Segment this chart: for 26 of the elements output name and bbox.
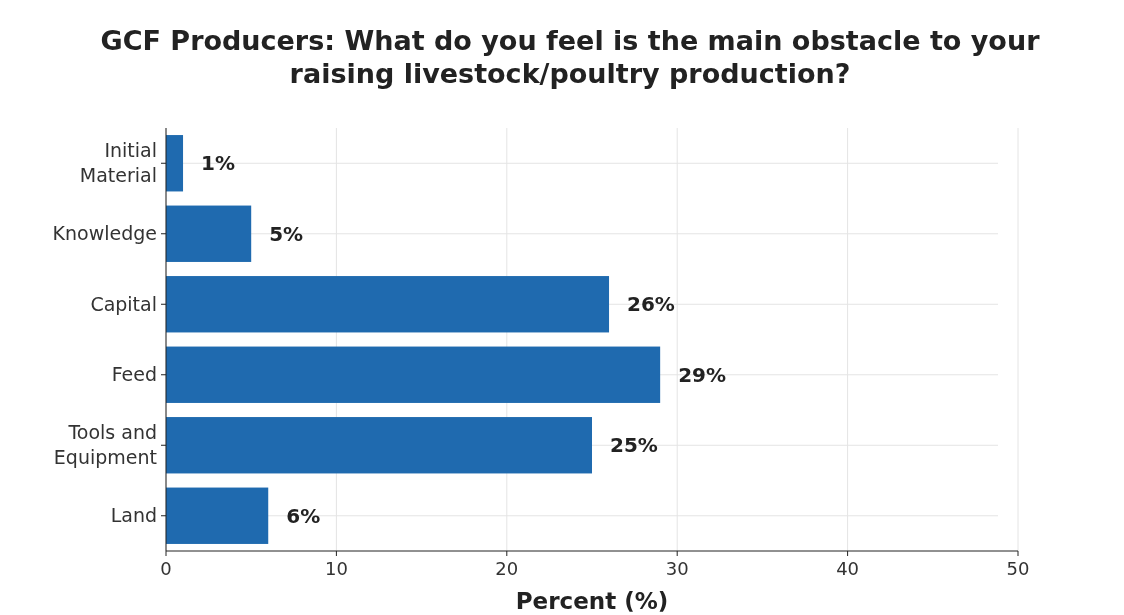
chart-title: GCF Producers: What do you feel is the main obstacle to your raising livestock/poultry production? [100, 25, 1041, 89]
data-label: 5% [269, 221, 304, 246]
data-label: 1% [201, 151, 236, 176]
x-tick-label: 50 [1006, 558, 1030, 579]
data-label: 26% [627, 292, 675, 317]
y-tick-label: Initial Material [79, 139, 157, 187]
bar [166, 135, 184, 192]
bar [166, 276, 610, 333]
y-tick-label: Capital [90, 292, 157, 315]
x-tick-label: 30 [665, 558, 689, 579]
x-tick-label: 10 [324, 558, 348, 579]
bar [166, 487, 269, 544]
x-tick-label: 40 [836, 558, 860, 579]
y-tick-label: Feed [111, 363, 157, 386]
data-label: 29% [678, 362, 727, 387]
data-label: 6% [286, 503, 321, 528]
bar [166, 346, 661, 403]
bar [166, 205, 252, 262]
data-label: 25% [610, 433, 658, 458]
x-tick-label: 0 [160, 558, 172, 579]
x-axis-title: Percent (%) [515, 588, 669, 614]
x-tick-label: 20 [495, 558, 519, 579]
y-tick-label: Land [110, 504, 157, 527]
y-tick-label: Tools and Equipment [53, 421, 157, 469]
y-tick-label: Knowledge [52, 222, 157, 245]
bar [166, 417, 592, 474]
